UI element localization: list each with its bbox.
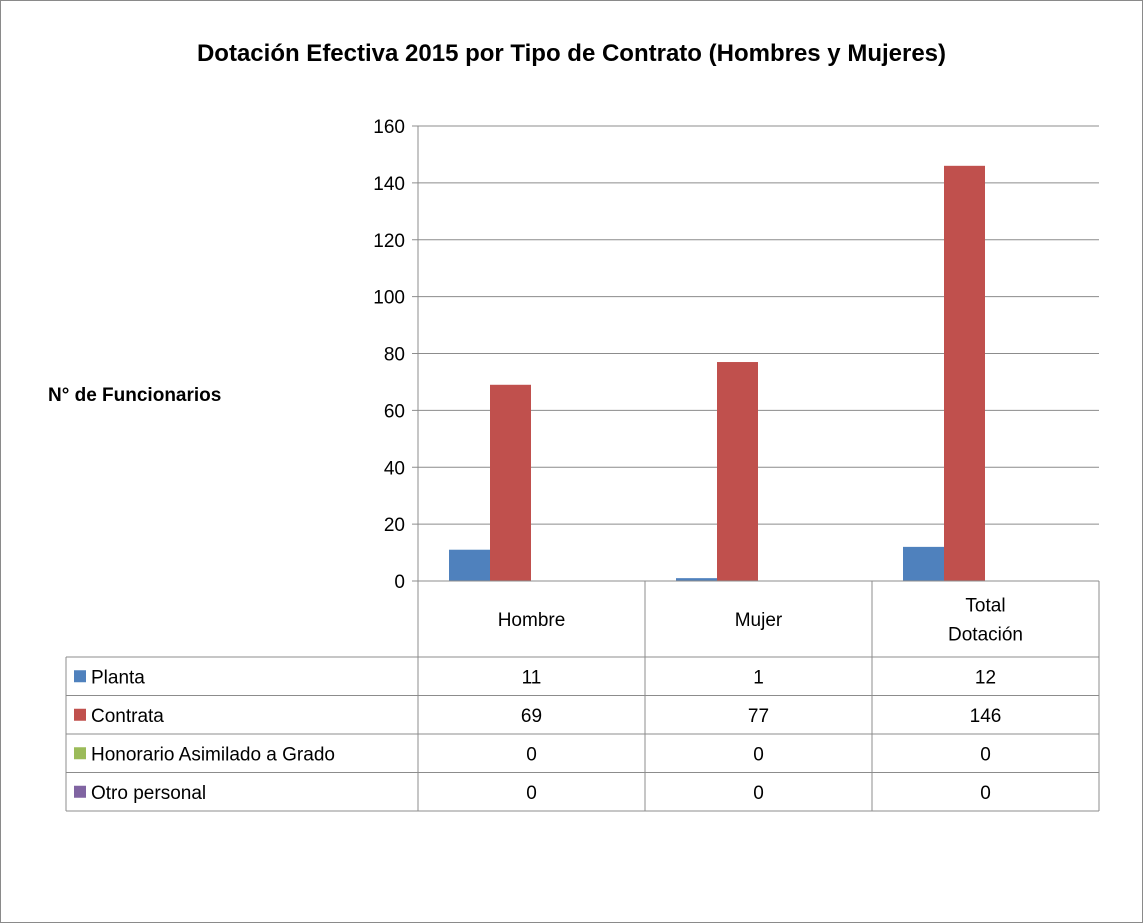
category-label: Dotación (948, 625, 1023, 646)
y-tick-label: 100 (373, 288, 405, 309)
bar-planta (449, 549, 490, 581)
y-tick-label: 60 (384, 401, 405, 422)
data-label: 69 (521, 706, 542, 727)
chart-title: Dotación Efectiva 2015 por Tipo de Contr… (196, 40, 947, 67)
data-label: 11 (522, 667, 542, 688)
category-label: Mujer (735, 610, 783, 631)
y-tick-label: 140 (373, 174, 405, 195)
y-tick-label: 160 (373, 117, 405, 138)
bar-contrata (944, 165, 985, 581)
legend-label: Otro personal (91, 783, 206, 804)
y-tick-label: 0 (394, 572, 405, 593)
legend-key (74, 785, 86, 798)
y-tick-label: 40 (384, 458, 405, 479)
category-label: Total (965, 596, 1005, 617)
data-label: 0 (526, 783, 537, 804)
legend-label: Planta (91, 667, 145, 688)
y-axis-ticks: 0 20 40 60 80 100 120 140 160 (373, 117, 405, 593)
data-label: 1 (753, 667, 764, 688)
category-label: Hombre (498, 610, 566, 631)
bar-contrata (717, 362, 758, 581)
data-label: 0 (980, 783, 991, 804)
data-label: 0 (753, 744, 764, 765)
gridlines (412, 125, 1099, 582)
legend-key (74, 670, 86, 683)
y-tick-label: 80 (384, 345, 405, 366)
legend-label: Honorario Asimilado a Grado (91, 744, 335, 765)
bar-marks (449, 165, 985, 581)
legend-key (74, 747, 86, 760)
legend-label: Contrata (91, 706, 164, 727)
data-label: 77 (748, 706, 769, 727)
bar-planta (903, 546, 944, 581)
bar-contrata (490, 384, 531, 581)
y-tick-label: 120 (373, 231, 405, 252)
data-label: 0 (980, 744, 991, 765)
bar-planta (676, 578, 717, 581)
data-label: 12 (975, 667, 996, 688)
legend-key (74, 708, 86, 721)
data-label: 0 (753, 783, 764, 804)
y-axis-label: N° de Funcionarios (48, 385, 222, 406)
data-label: 0 (526, 744, 537, 765)
y-tick-label: 20 (384, 515, 405, 536)
data-label: 146 (970, 706, 1002, 727)
